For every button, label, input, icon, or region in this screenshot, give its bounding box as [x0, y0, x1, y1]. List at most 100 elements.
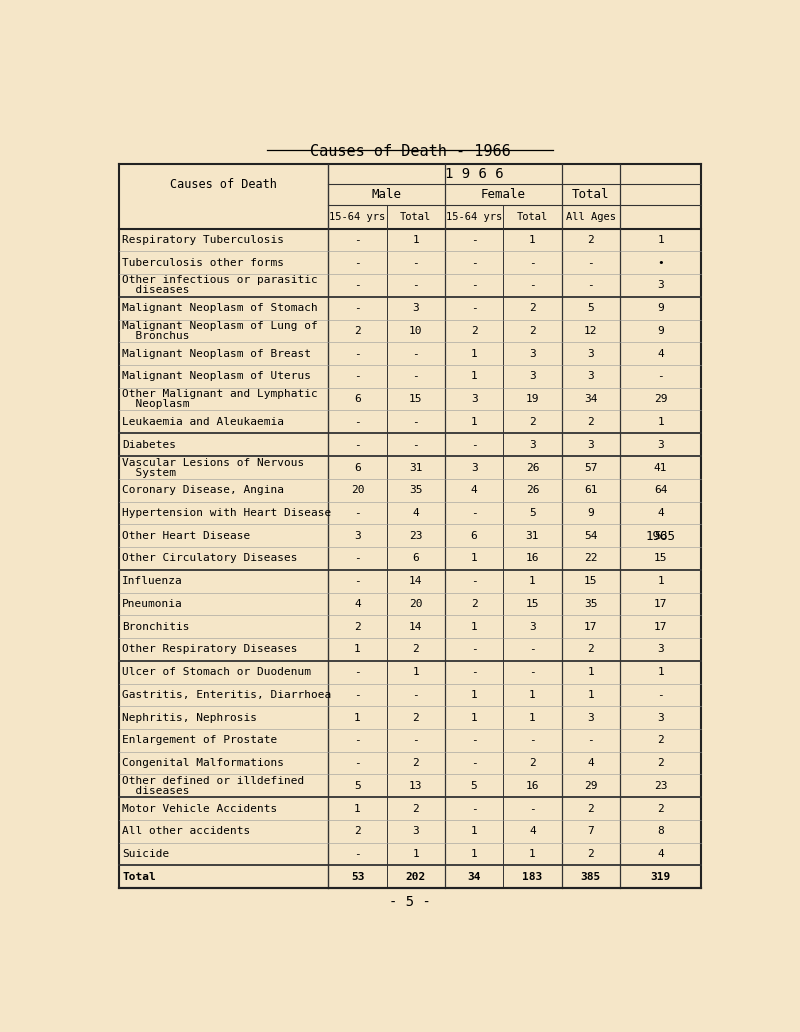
Text: Neoplasm: Neoplasm	[122, 399, 190, 409]
Text: 4: 4	[658, 849, 664, 859]
Text: 53: 53	[654, 530, 667, 541]
Text: 3: 3	[658, 713, 664, 722]
Text: 15: 15	[526, 599, 539, 609]
Text: -: -	[354, 258, 361, 267]
Text: 4: 4	[354, 599, 361, 609]
Text: 2: 2	[470, 326, 478, 336]
Text: 2: 2	[658, 759, 664, 768]
Text: 3: 3	[587, 372, 594, 382]
Text: diseases: diseases	[122, 286, 190, 295]
Text: Malignant Neoplasm of Uterus: Malignant Neoplasm of Uterus	[122, 372, 311, 382]
Text: -: -	[470, 235, 478, 245]
Text: 2: 2	[587, 417, 594, 427]
Text: 4: 4	[587, 759, 594, 768]
Text: 1: 1	[587, 690, 594, 700]
Text: 35: 35	[409, 485, 422, 495]
Text: 9: 9	[658, 303, 664, 314]
Text: 15: 15	[584, 576, 598, 586]
Text: 22: 22	[584, 553, 598, 563]
Text: 4: 4	[658, 508, 664, 518]
Text: -: -	[470, 668, 478, 677]
Text: 3: 3	[658, 440, 664, 450]
Text: -: -	[658, 372, 664, 382]
Text: 1: 1	[354, 644, 361, 654]
Text: 15-64 yrs: 15-64 yrs	[446, 212, 502, 222]
Text: 202: 202	[406, 872, 426, 882]
Text: -: -	[529, 804, 536, 813]
Text: 1: 1	[658, 417, 664, 427]
Text: 53: 53	[350, 872, 364, 882]
Text: 31: 31	[526, 530, 539, 541]
Text: Total: Total	[122, 872, 156, 882]
Text: 1: 1	[529, 576, 536, 586]
Text: 3: 3	[658, 281, 664, 290]
Text: 4: 4	[529, 827, 536, 836]
Text: •: •	[658, 258, 664, 267]
Text: 3: 3	[529, 621, 536, 632]
Text: Gastritis, Enteritis, Diarrhoea: Gastritis, Enteritis, Diarrhoea	[122, 690, 331, 700]
Text: -: -	[470, 281, 478, 290]
Text: 1: 1	[354, 804, 361, 813]
Text: 31: 31	[409, 462, 422, 473]
Text: 2: 2	[587, 804, 594, 813]
Text: 1: 1	[470, 713, 478, 722]
Text: 8: 8	[658, 827, 664, 836]
Text: Influenza: Influenza	[122, 576, 183, 586]
Text: 1: 1	[470, 621, 478, 632]
Text: 1: 1	[529, 713, 536, 722]
Text: Nephritis, Nephrosis: Nephritis, Nephrosis	[122, 713, 258, 722]
Text: Causes of Death: Causes of Death	[170, 178, 277, 191]
Text: Suicide: Suicide	[122, 849, 170, 859]
Text: Other defined or illdefined: Other defined or illdefined	[122, 776, 305, 785]
Text: 20: 20	[409, 599, 422, 609]
Text: 1: 1	[413, 235, 419, 245]
Text: 64: 64	[654, 485, 667, 495]
Text: -: -	[529, 281, 536, 290]
Text: 1: 1	[529, 849, 536, 859]
Text: Bronchus: Bronchus	[122, 331, 190, 341]
Text: 2: 2	[658, 804, 664, 813]
Text: 57: 57	[584, 462, 598, 473]
Text: 1 9 6 6: 1 9 6 6	[445, 167, 503, 181]
Text: 5: 5	[587, 303, 594, 314]
Text: Pneumonia: Pneumonia	[122, 599, 183, 609]
Text: Total: Total	[572, 189, 610, 201]
Text: 3: 3	[470, 462, 478, 473]
Text: Malignant Neoplasm of Stomach: Malignant Neoplasm of Stomach	[122, 303, 318, 314]
Text: -: -	[354, 736, 361, 745]
Text: 54: 54	[584, 530, 598, 541]
Text: 2: 2	[470, 599, 478, 609]
Text: 17: 17	[654, 599, 667, 609]
Text: Congenital Malformations: Congenital Malformations	[122, 759, 284, 768]
Text: Bronchitis: Bronchitis	[122, 621, 190, 632]
Text: -: -	[658, 690, 664, 700]
Text: 61: 61	[584, 485, 598, 495]
Text: 2: 2	[658, 736, 664, 745]
Text: 2: 2	[529, 303, 536, 314]
Text: 5: 5	[354, 780, 361, 791]
Text: 6: 6	[354, 462, 361, 473]
Text: 23: 23	[409, 530, 422, 541]
Text: Male: Male	[372, 189, 402, 201]
Text: 16: 16	[526, 780, 539, 791]
Text: 3: 3	[529, 440, 536, 450]
Text: Malignant Neoplasm of Breast: Malignant Neoplasm of Breast	[122, 349, 311, 359]
Text: System: System	[122, 467, 176, 478]
Text: -: -	[413, 281, 419, 290]
Text: 2: 2	[587, 235, 594, 245]
Text: 2: 2	[587, 849, 594, 859]
Text: -: -	[354, 235, 361, 245]
Text: 20: 20	[350, 485, 364, 495]
Text: 3: 3	[413, 827, 419, 836]
Text: 1: 1	[658, 235, 664, 245]
Text: 1: 1	[470, 417, 478, 427]
Text: -: -	[354, 372, 361, 382]
Text: 2: 2	[354, 326, 361, 336]
Text: 26: 26	[526, 485, 539, 495]
Text: 2: 2	[529, 417, 536, 427]
Text: 17: 17	[584, 621, 598, 632]
Text: -: -	[470, 644, 478, 654]
Text: 34: 34	[584, 394, 598, 405]
Text: 6: 6	[413, 553, 419, 563]
Text: 4: 4	[413, 508, 419, 518]
